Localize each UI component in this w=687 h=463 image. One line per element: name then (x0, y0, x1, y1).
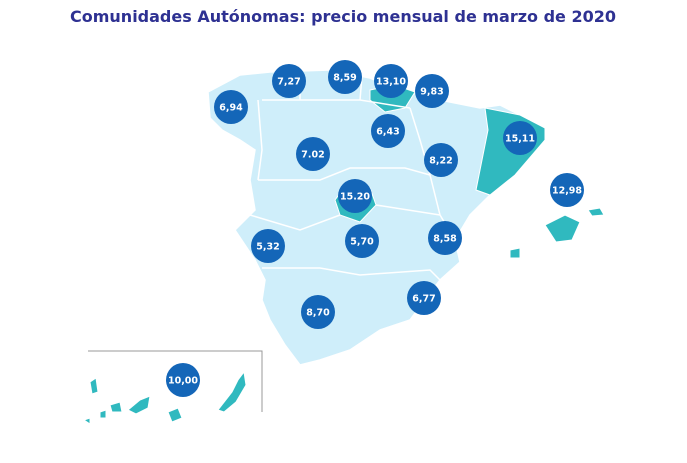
price-pin (272, 64, 306, 98)
price-pin (345, 224, 379, 258)
price-label: 8,58 (433, 234, 457, 245)
price-pin (374, 64, 408, 98)
price-label: 7.02 (301, 150, 324, 161)
price-pin (550, 173, 584, 207)
spain-map (207, 69, 605, 366)
price-label: 9,83 (420, 87, 443, 98)
price-pin (371, 114, 405, 148)
price-pin (301, 295, 335, 329)
price-pin (424, 143, 458, 177)
price-pins: 7,27 8,59 13,10 9,83 6,94 6,43 15,11 7.02 8,22 15… (166, 60, 584, 397)
price-pin (251, 229, 285, 263)
price-pin (328, 60, 362, 94)
price-pin (166, 363, 200, 397)
price-pin (415, 74, 449, 108)
price-pin (503, 121, 537, 155)
price-pin (338, 179, 372, 213)
price-label: 6,94 (219, 103, 243, 114)
price-pin (407, 281, 441, 315)
price-pin (214, 90, 248, 124)
price-label: 13,10 (376, 77, 406, 88)
price-label: 15.20 (340, 192, 370, 203)
canary-inset (82, 350, 263, 425)
price-label: 8,22 (429, 156, 452, 167)
price-label: 7,27 (277, 77, 300, 88)
price-label: 5,70 (350, 237, 374, 248)
price-label: 8,70 (306, 308, 330, 319)
price-label: 15,11 (505, 134, 535, 145)
price-label: 6,77 (412, 294, 435, 305)
map-title: Comunidades Autónomas: precio mensual de… (70, 7, 616, 26)
price-label: 6,43 (376, 127, 399, 138)
price-label: 12,98 (552, 186, 582, 197)
price-label: 5,32 (256, 242, 279, 253)
price-pin (428, 221, 462, 255)
price-label: 10,00 (168, 376, 198, 387)
price-pin (296, 137, 330, 171)
price-label: 8,59 (333, 73, 356, 84)
